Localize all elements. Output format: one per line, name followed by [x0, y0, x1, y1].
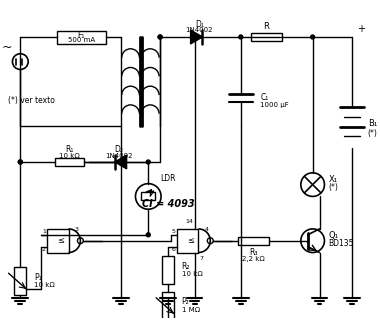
Text: F₁: F₁ — [78, 31, 85, 40]
Text: 2: 2 — [42, 247, 46, 252]
Text: 500 mA: 500 mA — [68, 38, 95, 43]
Circle shape — [311, 35, 315, 39]
Bar — [251, 33, 282, 41]
Text: 10 kΩ: 10 kΩ — [59, 153, 80, 159]
Circle shape — [158, 35, 162, 39]
Bar — [238, 237, 269, 245]
Text: 6: 6 — [172, 247, 176, 252]
Bar — [47, 229, 68, 253]
Bar — [55, 158, 84, 166]
Text: C₁: C₁ — [260, 92, 269, 101]
Text: P₂: P₂ — [182, 297, 190, 306]
Circle shape — [239, 35, 243, 39]
Text: 1: 1 — [42, 230, 46, 234]
Circle shape — [18, 160, 22, 164]
Bar — [57, 31, 106, 44]
Circle shape — [18, 160, 22, 164]
Text: 10 kΩ: 10 kΩ — [34, 282, 55, 288]
Text: (*): (*) — [368, 129, 378, 138]
Text: ≤: ≤ — [57, 236, 64, 245]
Text: 2,2 kΩ: 2,2 kΩ — [242, 256, 265, 262]
Text: D₂: D₂ — [114, 145, 123, 154]
Text: (*) ver texto: (*) ver texto — [8, 96, 54, 106]
Text: D₁: D₁ — [195, 20, 204, 29]
Text: B₁: B₁ — [368, 119, 377, 128]
Bar — [162, 292, 174, 319]
Text: 4: 4 — [204, 227, 208, 232]
Text: 10 kΩ: 10 kΩ — [182, 271, 203, 277]
Bar — [14, 267, 26, 295]
Polygon shape — [191, 30, 203, 44]
Text: +: + — [357, 24, 365, 34]
Text: 1000 μF: 1000 μF — [260, 102, 289, 108]
Text: 3: 3 — [74, 227, 78, 232]
Text: 1N4002: 1N4002 — [186, 27, 213, 33]
Text: 7: 7 — [200, 256, 203, 261]
Bar — [141, 193, 155, 200]
Text: Q₁: Q₁ — [328, 231, 338, 240]
Text: P₁: P₁ — [34, 273, 42, 282]
Text: R₃: R₃ — [249, 248, 258, 257]
Text: BD135: BD135 — [328, 239, 354, 248]
Polygon shape — [115, 155, 127, 169]
Bar — [177, 229, 198, 253]
Text: 5: 5 — [172, 230, 176, 234]
Text: 1N4002: 1N4002 — [105, 153, 133, 159]
Circle shape — [146, 160, 150, 164]
Text: 14: 14 — [186, 219, 193, 223]
Text: R₁: R₁ — [65, 145, 74, 154]
Text: X₁: X₁ — [328, 175, 337, 184]
Text: R: R — [263, 22, 269, 30]
Text: (*): (*) — [328, 183, 338, 192]
Text: ≤: ≤ — [187, 236, 194, 245]
Circle shape — [193, 35, 196, 39]
Bar — [162, 256, 174, 284]
Text: CI = 4093: CI = 4093 — [142, 199, 194, 209]
Text: R₂: R₂ — [182, 262, 190, 271]
Text: 1 MΩ: 1 MΩ — [182, 307, 200, 313]
Circle shape — [158, 35, 162, 39]
Text: LDR: LDR — [160, 174, 176, 183]
Circle shape — [146, 233, 150, 237]
Text: ~: ~ — [1, 41, 12, 54]
